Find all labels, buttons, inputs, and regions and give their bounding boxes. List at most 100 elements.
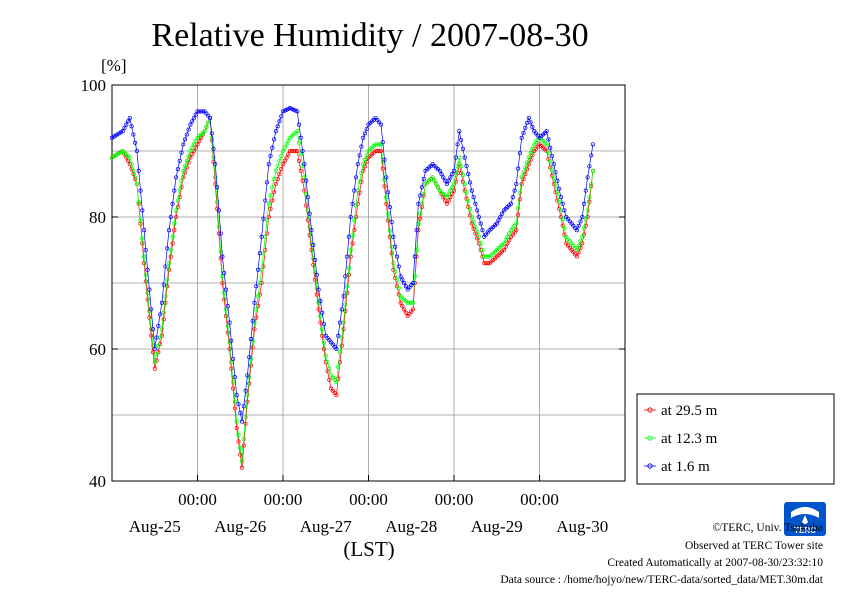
data-point <box>501 241 506 246</box>
data-point <box>412 254 417 259</box>
data-point <box>150 327 156 332</box>
data-point <box>231 356 236 361</box>
y-tick-label: 40 <box>89 472 106 491</box>
data-point <box>225 323 230 328</box>
data-point <box>254 315 259 320</box>
data-point <box>309 228 314 233</box>
data-point <box>270 198 275 203</box>
data-point <box>343 274 348 279</box>
legend-label: at 29.5 m <box>661 403 718 419</box>
data-point <box>236 439 241 444</box>
data-point <box>268 153 273 158</box>
data-point <box>320 310 325 315</box>
data-point <box>327 366 332 371</box>
data-point <box>218 231 223 236</box>
data-point <box>418 216 423 221</box>
data-point <box>149 333 154 338</box>
data-point <box>512 188 517 193</box>
data-point <box>476 214 481 220</box>
data-point <box>142 254 147 259</box>
data-point <box>435 185 441 190</box>
data-point <box>557 186 562 191</box>
data-point <box>471 219 476 224</box>
data-point <box>576 223 581 228</box>
data-point <box>384 201 389 206</box>
data-point <box>462 181 467 187</box>
data-point <box>321 322 327 327</box>
data-point <box>218 249 223 254</box>
data-point <box>346 234 351 239</box>
data-point <box>263 198 268 203</box>
data-point <box>147 315 152 320</box>
data-point <box>158 312 163 317</box>
data-point <box>175 198 180 203</box>
data-point <box>298 168 303 173</box>
data-point <box>578 239 583 244</box>
data-point <box>519 181 524 187</box>
y-axis-ticks: 40 60 80 100 <box>81 76 625 491</box>
data-point <box>352 228 357 233</box>
data-point <box>127 155 132 160</box>
data-point <box>165 277 170 282</box>
data-point <box>220 280 225 286</box>
data-point <box>133 175 138 180</box>
legend-label: at 12.3 m <box>661 431 718 447</box>
data-point <box>339 343 344 348</box>
data-point <box>391 261 396 266</box>
data-point <box>475 208 480 213</box>
legend-swatch-marker <box>647 407 653 413</box>
data-point <box>485 254 490 259</box>
data-point <box>250 318 255 323</box>
series-line <box>111 117 594 462</box>
data-point <box>334 346 339 352</box>
data-point <box>402 280 407 286</box>
data-point <box>163 294 168 299</box>
data-point <box>231 386 236 391</box>
data-point <box>234 419 239 424</box>
data-point <box>524 160 530 165</box>
data-point <box>256 267 261 272</box>
data-point <box>282 158 287 163</box>
data-point <box>209 131 214 136</box>
data-point <box>273 129 278 134</box>
data-point <box>138 218 143 223</box>
x-tick-time-label: 00:00 <box>520 490 559 509</box>
data-point <box>147 287 152 292</box>
data-point <box>186 153 191 158</box>
data-point <box>161 310 166 315</box>
data-point <box>298 152 303 157</box>
data-point <box>478 221 483 226</box>
data-point <box>416 201 421 206</box>
data-point <box>339 307 344 312</box>
data-point <box>238 445 243 451</box>
data-point <box>560 201 565 206</box>
data-point <box>231 379 236 385</box>
data-point <box>236 432 241 437</box>
data-point <box>275 163 280 168</box>
data-point <box>421 177 426 182</box>
data-point <box>549 153 555 158</box>
data-point <box>353 203 359 208</box>
data-point <box>145 267 150 272</box>
data-point <box>177 188 182 193</box>
data-point <box>136 168 141 173</box>
data-point <box>273 181 278 187</box>
data-point <box>207 115 213 121</box>
data-point <box>345 290 350 295</box>
data-point <box>234 393 239 398</box>
data-point <box>444 195 449 200</box>
data-point <box>140 236 145 241</box>
data-point <box>396 264 401 269</box>
y-tick-label: 100 <box>81 76 107 95</box>
data-point <box>446 178 451 183</box>
data-point <box>437 168 442 173</box>
logo-wave-icon <box>791 507 819 518</box>
data-point <box>140 208 145 213</box>
data-point <box>337 320 343 325</box>
data-point <box>248 337 253 342</box>
data-point <box>138 188 143 193</box>
data-point <box>398 300 403 305</box>
data-point <box>296 158 302 163</box>
data-point <box>166 267 172 272</box>
